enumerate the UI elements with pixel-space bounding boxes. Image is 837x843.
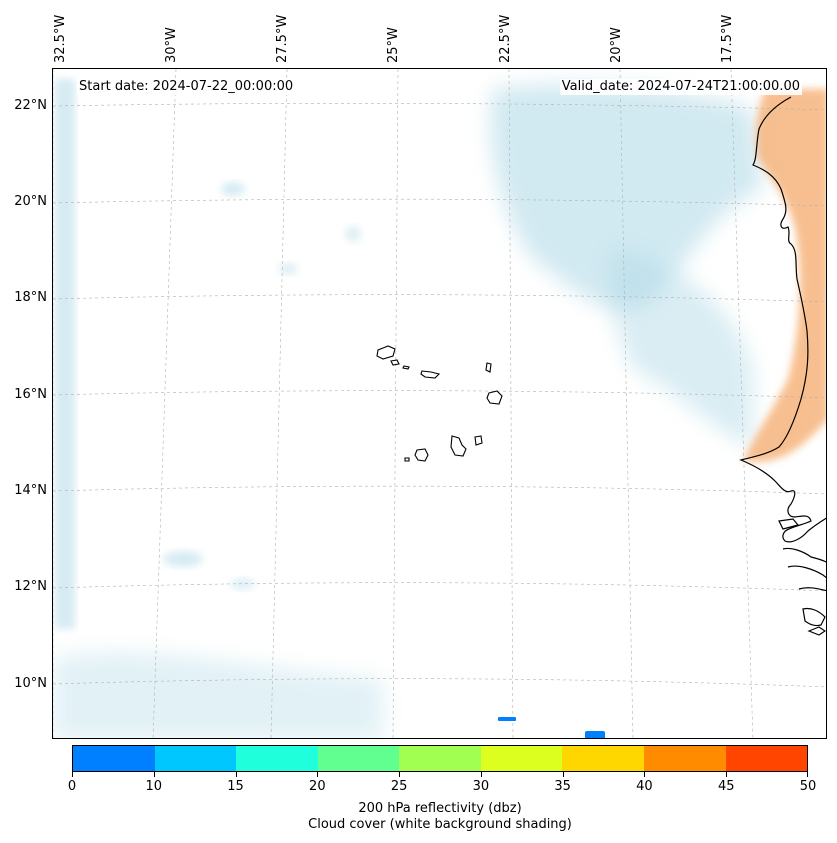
colorbar-tick-label: 10 bbox=[145, 779, 163, 794]
island bbox=[390, 359, 400, 366]
lon-label: 25°W bbox=[386, 27, 401, 63]
coastline bbox=[798, 587, 826, 592]
colorbar-label: 200 hPa reflectivity (dbz) bbox=[358, 801, 522, 816]
coastline bbox=[778, 518, 800, 530]
lon-gridline bbox=[508, 69, 514, 738]
colorbar-tick bbox=[481, 772, 482, 777]
lat-label: 22°N bbox=[14, 98, 47, 113]
cloud-region-west-edge bbox=[55, 79, 75, 629]
colorbar-tick bbox=[807, 772, 808, 777]
island bbox=[404, 457, 410, 462]
map-panel: Start date: 2024-07-22_00:00:00 Valid_da… bbox=[52, 68, 827, 739]
island bbox=[402, 365, 410, 370]
lon-label: 30°W bbox=[164, 27, 179, 63]
lat-label: 10°N bbox=[14, 676, 47, 691]
lon-gridline bbox=[270, 69, 288, 738]
lon-label: 22.5°W bbox=[498, 14, 513, 63]
lat-label: 18°N bbox=[14, 290, 47, 305]
land-shading bbox=[743, 89, 826, 462]
cloud-patch bbox=[278, 263, 298, 275]
colorbar-tick bbox=[72, 772, 73, 777]
colorbar-segment bbox=[154, 746, 237, 771]
island bbox=[485, 362, 492, 373]
lat-gridline bbox=[53, 582, 826, 592]
colorbar-segment bbox=[725, 746, 808, 771]
lon-label: 17.5°W bbox=[720, 14, 735, 63]
lat-gridline bbox=[53, 485, 826, 495]
lat-label: 16°N bbox=[14, 387, 47, 402]
lat-label: 14°N bbox=[14, 483, 47, 498]
cloud-patch bbox=[221, 182, 245, 196]
cloud-patch bbox=[163, 551, 203, 567]
echo bbox=[498, 717, 516, 721]
colorbar-segment bbox=[317, 746, 400, 771]
cloud-patch bbox=[345, 226, 361, 242]
colorbar-tick-label: 50 bbox=[799, 779, 817, 794]
colorbar-segment bbox=[643, 746, 726, 771]
lat-gridline bbox=[53, 678, 826, 688]
colorbar-tick bbox=[236, 772, 237, 777]
lat-gridline bbox=[53, 294, 826, 303]
colorbar-segment bbox=[236, 746, 318, 771]
colorbar-tick-label: 0 bbox=[67, 779, 77, 794]
colorbar-tick bbox=[644, 772, 645, 777]
reflectivity-echoes bbox=[498, 717, 605, 738]
lon-gridline bbox=[392, 69, 399, 738]
island bbox=[474, 435, 483, 446]
lon-gridline bbox=[619, 69, 634, 738]
colorbar-segment bbox=[480, 746, 563, 771]
lat-label: 20°N bbox=[14, 194, 47, 209]
colorbar-tick bbox=[154, 772, 155, 777]
colorbar-tick-label: 25 bbox=[390, 779, 408, 794]
island bbox=[420, 370, 441, 379]
colorbar-tick-label: 30 bbox=[472, 779, 490, 794]
lon-label: 32.5°W bbox=[53, 14, 68, 63]
african-coastline bbox=[739, 96, 826, 636]
coastline bbox=[782, 547, 826, 563]
cloud-patch bbox=[231, 578, 255, 590]
colorbar-tick-label: 40 bbox=[636, 779, 653, 794]
colorbar bbox=[72, 745, 808, 772]
start-date-label: Start date: 2024-07-22_00:00:00 bbox=[77, 79, 296, 95]
lon-label: 27.5°W bbox=[275, 14, 290, 63]
map-canvas bbox=[53, 69, 826, 738]
island bbox=[376, 345, 396, 360]
colorbar-tick-label: 45 bbox=[717, 779, 735, 794]
lon-gridline bbox=[730, 69, 754, 738]
lon-gridline bbox=[152, 69, 177, 738]
valid-date-label: Valid_date: 2024-07-24T21:00:00.00 bbox=[559, 79, 802, 95]
colorbar-tick bbox=[399, 772, 400, 777]
echo bbox=[585, 731, 605, 738]
colorbar-tick-label: 15 bbox=[227, 779, 244, 794]
lat-gridline bbox=[53, 390, 826, 399]
colorbar-tick-label: 35 bbox=[554, 779, 571, 794]
lat-gridline bbox=[53, 102, 826, 111]
colorbar-sublabel: Cloud cover (white background shading) bbox=[308, 817, 572, 832]
cloud-shading bbox=[53, 79, 763, 738]
coastline bbox=[739, 96, 826, 543]
colorbar-segment bbox=[399, 746, 481, 771]
cape-verde-islands bbox=[376, 345, 503, 462]
coastline bbox=[787, 565, 826, 579]
island bbox=[450, 435, 467, 457]
island bbox=[414, 448, 429, 462]
colorbar-tick-label: 20 bbox=[309, 779, 326, 794]
lat-gridline bbox=[53, 198, 826, 207]
colorbar-tick bbox=[317, 772, 318, 777]
coastline bbox=[802, 607, 826, 627]
colorbar-segment bbox=[562, 746, 644, 771]
lon-label: 20°W bbox=[609, 27, 624, 63]
colorbar-tick bbox=[563, 772, 564, 777]
lat-label: 12°N bbox=[14, 579, 47, 594]
coastline bbox=[807, 626, 826, 636]
colorbar-segment bbox=[73, 746, 155, 771]
cloud-region-southwest bbox=[53, 652, 383, 738]
gridlines bbox=[53, 69, 826, 738]
land-warm-region bbox=[743, 89, 826, 462]
cloud-region-north bbox=[490, 84, 763, 310]
colorbar-tick bbox=[726, 772, 727, 777]
cloud-region-east bbox=[609, 249, 753, 449]
island bbox=[486, 390, 503, 405]
